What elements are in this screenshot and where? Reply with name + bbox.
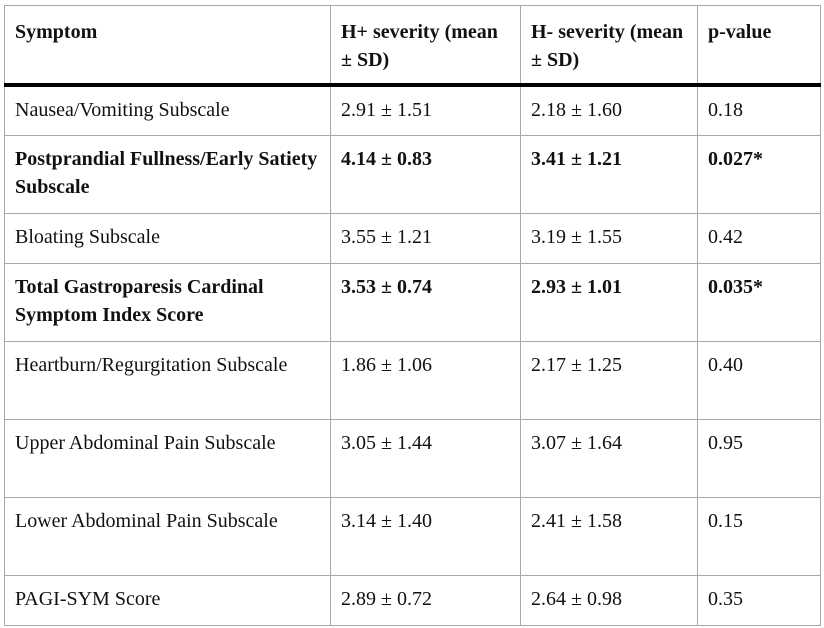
header-p-value: p-value bbox=[697, 5, 821, 87]
symptom-cell: Upper Abdominal Pain Subscale bbox=[4, 418, 331, 498]
table-row: Total Gastroparesis Cardinal Symptom Ind… bbox=[4, 262, 821, 342]
h-plus-cell: 3.14 ± 1.40 bbox=[330, 496, 521, 576]
h-minus-cell: 2.64 ± 0.98 bbox=[520, 574, 698, 626]
h-minus-cell: 3.19 ± 1.55 bbox=[520, 212, 698, 264]
symptom-cell: PAGI-SYM Score bbox=[4, 574, 331, 626]
p-value-cell: 0.40 bbox=[697, 340, 821, 420]
p-value-cell: 0.15 bbox=[697, 496, 821, 576]
p-value-cell: 0.18 bbox=[697, 84, 821, 136]
table-row: Heartburn/Regurgitation Subscale 1.86 ± … bbox=[4, 340, 821, 420]
symptom-cell: Postprandial Fullness/Early Satiety Subs… bbox=[4, 134, 331, 214]
symptom-severity-table: Symptom H+ severity (mean ± SD) H- sever… bbox=[4, 5, 821, 626]
symptom-cell: Total Gastroparesis Cardinal Symptom Ind… bbox=[4, 262, 331, 342]
h-minus-cell: 2.18 ± 1.60 bbox=[520, 84, 698, 136]
symptom-cell: Nausea/Vomiting Subscale bbox=[4, 84, 331, 136]
h-minus-cell: 2.17 ± 1.25 bbox=[520, 340, 698, 420]
table-row: PAGI-SYM Score 2.89 ± 0.72 2.64 ± 0.98 0… bbox=[4, 574, 821, 626]
h-minus-cell: 2.93 ± 1.01 bbox=[520, 262, 698, 342]
h-plus-cell: 3.05 ± 1.44 bbox=[330, 418, 521, 498]
h-plus-cell: 1.86 ± 1.06 bbox=[330, 340, 521, 420]
h-minus-cell: 3.41 ± 1.21 bbox=[520, 134, 698, 214]
p-value-cell: 0.95 bbox=[697, 418, 821, 498]
p-value-cell: 0.35 bbox=[697, 574, 821, 626]
h-plus-cell: 4.14 ± 0.83 bbox=[330, 134, 521, 214]
h-minus-cell: 3.07 ± 1.64 bbox=[520, 418, 698, 498]
h-plus-cell: 3.53 ± 0.74 bbox=[330, 262, 521, 342]
p-value-cell: 0.035* bbox=[697, 262, 821, 342]
table-header-row: Symptom H+ severity (mean ± SD) H- sever… bbox=[4, 5, 821, 87]
table-row: Nausea/Vomiting Subscale 2.91 ± 1.51 2.1… bbox=[4, 84, 821, 136]
header-h-plus-severity: H+ severity (mean ± SD) bbox=[330, 5, 521, 87]
symptom-cell: Bloating Subscale bbox=[4, 212, 331, 264]
h-plus-cell: 3.55 ± 1.21 bbox=[330, 212, 521, 264]
table-row: Postprandial Fullness/Early Satiety Subs… bbox=[4, 134, 821, 214]
symptom-cell: Heartburn/Regurgitation Subscale bbox=[4, 340, 331, 420]
h-minus-cell: 2.41 ± 1.58 bbox=[520, 496, 698, 576]
header-h-minus-severity: H- severity (mean ± SD) bbox=[520, 5, 698, 87]
table-row: Upper Abdominal Pain Subscale 3.05 ± 1.4… bbox=[4, 418, 821, 498]
p-value-cell: 0.42 bbox=[697, 212, 821, 264]
symptom-cell: Lower Abdominal Pain Subscale bbox=[4, 496, 331, 576]
table-row: Lower Abdominal Pain Subscale 3.14 ± 1.4… bbox=[4, 496, 821, 576]
h-plus-cell: 2.89 ± 0.72 bbox=[330, 574, 521, 626]
header-symptom: Symptom bbox=[4, 5, 331, 87]
h-plus-cell: 2.91 ± 1.51 bbox=[330, 84, 521, 136]
p-value-cell: 0.027* bbox=[697, 134, 821, 214]
table-row: Bloating Subscale 3.55 ± 1.21 3.19 ± 1.5… bbox=[4, 212, 821, 264]
